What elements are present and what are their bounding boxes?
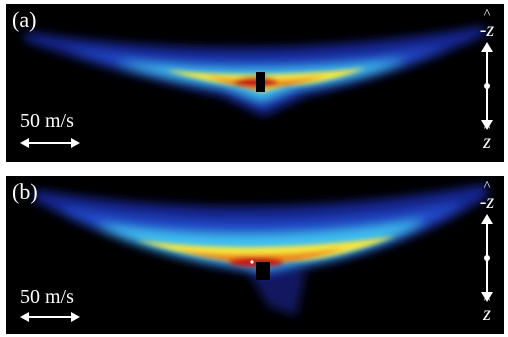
probe-marker	[256, 262, 270, 280]
panel-label: (a)	[12, 7, 37, 32]
z-hat-bottom: ^	[483, 120, 491, 135]
z-axis-top-label: -z	[479, 19, 495, 41]
heatmap-panel-a: (a) 50 m/s ^ -z ^ z	[6, 4, 504, 162]
panel-label: (b)	[12, 179, 38, 204]
vertical-double-arrow-icon	[481, 42, 493, 130]
scale-double-arrow-icon	[20, 312, 80, 322]
z-axis-indicator: ^ -z ^ z	[474, 180, 500, 330]
z-axis-indicator: ^ -z ^ z	[474, 8, 500, 158]
probe-marker	[256, 72, 265, 92]
scale-label: 50 m/s	[20, 286, 74, 308]
z-axis-bottom-label: z	[483, 131, 491, 153]
z-axis-bottom-label: z	[483, 303, 491, 325]
scale-label: 50 m/s	[20, 110, 74, 132]
scale-double-arrow-icon	[20, 138, 80, 148]
z-hat-top: ^	[483, 179, 491, 194]
heatmap-panel-b: (b) 50 m/s ^ -z ^ z	[6, 176, 504, 334]
z-hat-bottom: ^	[483, 292, 491, 307]
velocity-distribution-a	[24, 26, 486, 116]
velocity-distribution-b	[34, 184, 488, 316]
vertical-double-arrow-icon	[481, 214, 493, 302]
z-axis-top-label: -z	[479, 191, 495, 213]
z-hat-top: ^	[483, 7, 491, 22]
